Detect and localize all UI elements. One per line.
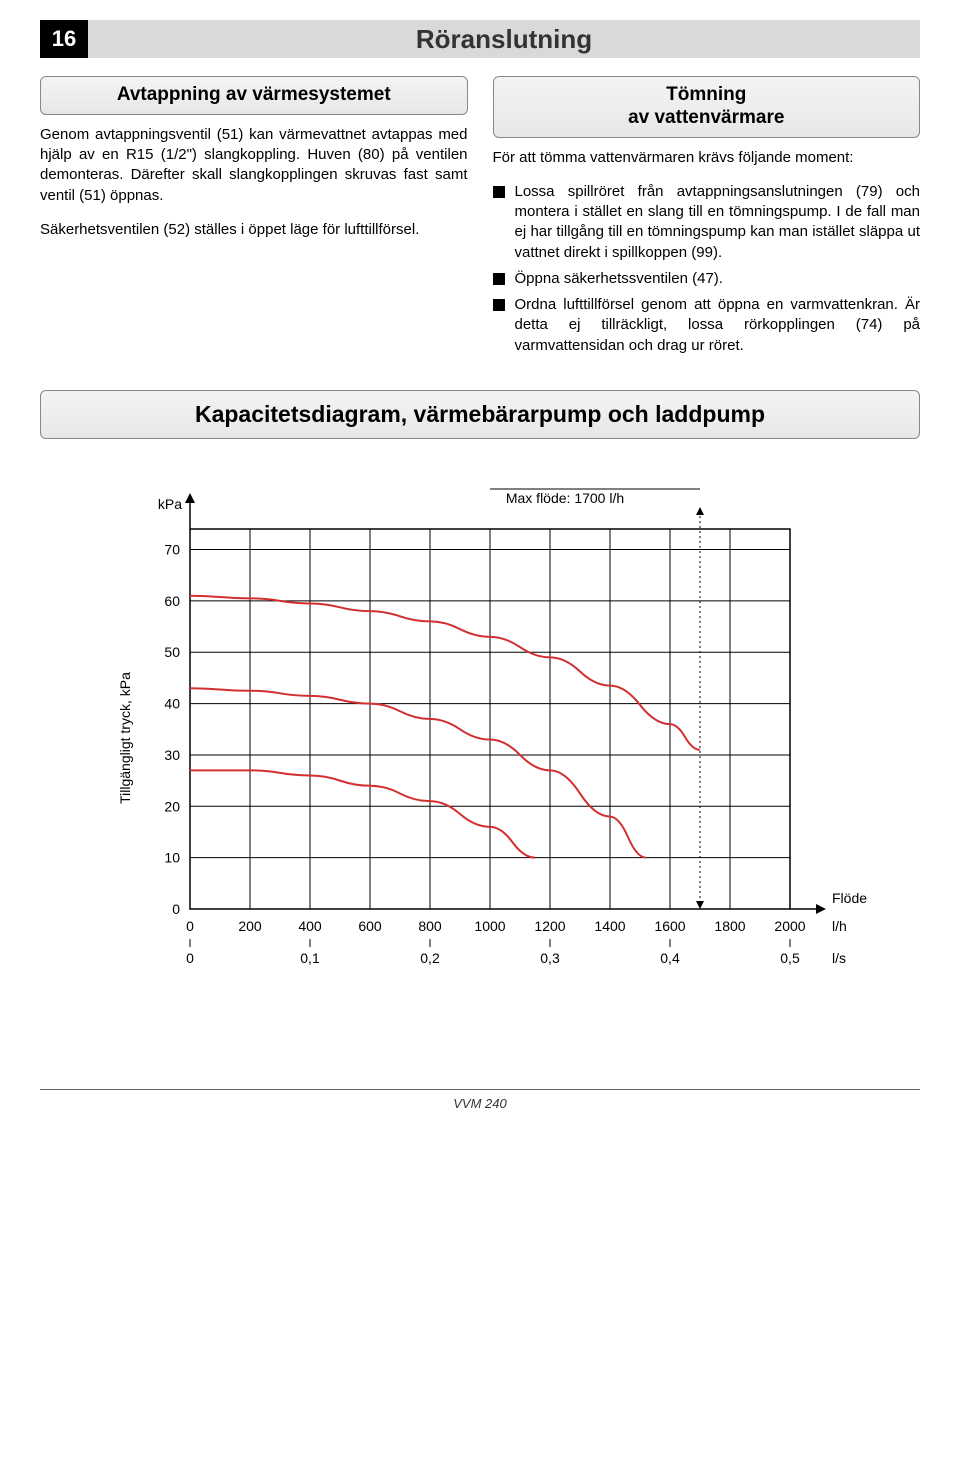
svg-text:0,1: 0,1 xyxy=(300,950,320,966)
right-bullet-3: Ordna lufttillförsel genom att öppna en … xyxy=(493,295,921,356)
svg-text:600: 600 xyxy=(358,918,382,934)
svg-text:0,5: 0,5 xyxy=(780,950,800,966)
page-header: 16 Röranslutning xyxy=(40,20,920,58)
svg-text:50: 50 xyxy=(164,644,180,660)
svg-text:0,4: 0,4 xyxy=(660,950,680,966)
svg-text:Tillgängligt tryck, kPa: Tillgängligt tryck, kPa xyxy=(117,672,133,804)
page-footer: VVM 240 xyxy=(40,1089,920,1111)
svg-text:kPa: kPa xyxy=(158,496,182,512)
svg-text:200: 200 xyxy=(238,918,262,934)
svg-text:20: 20 xyxy=(164,798,180,814)
right-column: Tömning av vattenvärmare För att tömma v… xyxy=(493,76,921,362)
left-section-title: Avtappning av värmesystemet xyxy=(40,76,468,115)
right-section-title: Tömning av vattenvärmare xyxy=(493,76,921,138)
two-column-layout: Avtappning av värmesystemet Genom avtapp… xyxy=(40,76,920,362)
svg-text:60: 60 xyxy=(164,593,180,609)
svg-text:800: 800 xyxy=(418,918,442,934)
right-title-line1: Tömning xyxy=(666,84,746,105)
svg-text:2000: 2000 xyxy=(774,918,805,934)
right-intro: För att tömma vattenvärmaren krävs följa… xyxy=(493,148,921,168)
svg-text:0: 0 xyxy=(186,918,194,934)
svg-text:Max flöde: 1700 l/h: Max flöde: 1700 l/h xyxy=(506,490,624,506)
left-body: Genom avtappningsventil (51) kan värmeva… xyxy=(40,125,468,240)
chart-container: Max flöde: 1700 l/h kPa 0 10 20 30 40 50 60 70 0 20… xyxy=(40,469,920,1009)
svg-text:0,2: 0,2 xyxy=(420,950,440,966)
svg-text:1600: 1600 xyxy=(654,918,685,934)
svg-text:0,3: 0,3 xyxy=(540,950,560,966)
svg-text:1400: 1400 xyxy=(594,918,625,934)
left-column: Avtappning av värmesystemet Genom avtapp… xyxy=(40,76,468,362)
svg-text:1000: 1000 xyxy=(474,918,505,934)
svg-text:40: 40 xyxy=(164,695,180,711)
page-title: Röranslutning xyxy=(88,20,920,58)
left-paragraph-2: Säkerhetsventilen (52) ställes i öppet l… xyxy=(40,220,468,240)
svg-text:0: 0 xyxy=(186,950,194,966)
svg-text:l/s: l/s xyxy=(832,950,846,966)
svg-text:400: 400 xyxy=(298,918,322,934)
svg-text:70: 70 xyxy=(164,541,180,557)
svg-text:30: 30 xyxy=(164,747,180,763)
chart-section-title: Kapacitetsdiagram, värmebärarpump och la… xyxy=(40,390,920,439)
right-bullet-list: Lossa spillröret från avtappningsanslutn… xyxy=(493,182,921,356)
svg-text:0: 0 xyxy=(172,901,180,917)
page-number: 16 xyxy=(40,20,88,58)
svg-text:1200: 1200 xyxy=(534,918,565,934)
capacity-chart: Max flöde: 1700 l/h kPa 0 10 20 30 40 50 60 70 0 20… xyxy=(90,469,870,1009)
svg-text:Flöde: Flöde xyxy=(832,890,867,906)
right-body: För att tömma vattenvärmaren krävs följa… xyxy=(493,148,921,356)
left-paragraph-1: Genom avtappningsventil (51) kan värmeva… xyxy=(40,125,468,206)
svg-text:l/h: l/h xyxy=(832,918,847,934)
svg-text:1800: 1800 xyxy=(714,918,745,934)
right-title-line2: av vattenvärmare xyxy=(628,107,784,128)
right-bullet-1: Lossa spillröret från avtappningsanslutn… xyxy=(493,182,921,263)
right-bullet-2: Öppna säkerhetssventilen (47). xyxy=(493,269,921,289)
svg-text:10: 10 xyxy=(164,849,180,865)
